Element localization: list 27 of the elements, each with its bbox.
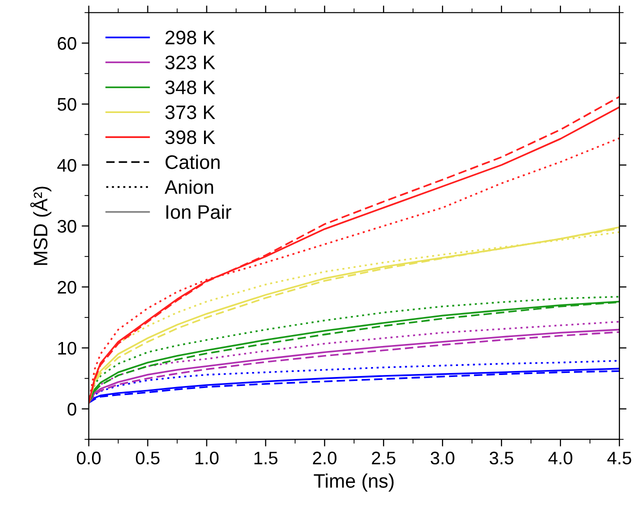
legend-label: Anion xyxy=(164,180,214,194)
y-tick-label: 0 xyxy=(68,402,76,416)
x-tick-label: 4.0 xyxy=(548,452,572,464)
y-tick-label: 30 xyxy=(58,220,76,233)
x-tick-label: 4.5 xyxy=(607,452,632,464)
x-tick-label: 0.0 xyxy=(76,452,101,464)
x-tick-label: 3.5 xyxy=(490,452,514,464)
x-tick-label: 2.0 xyxy=(312,452,336,464)
legend-label: 323 K xyxy=(165,56,216,70)
x-axis-title: Time (ns) xyxy=(314,474,394,492)
x-tick-label: 1.0 xyxy=(196,452,219,464)
x-tick-label: 0.5 xyxy=(136,452,160,464)
x-tick-label: 1.5 xyxy=(254,452,278,464)
legend-label: 373 K xyxy=(165,105,216,120)
legend-label: Ion Pair xyxy=(166,204,232,219)
y-tick-label: 60 xyxy=(58,37,76,50)
x-tick-label: 2.5 xyxy=(372,452,396,464)
legend-label: 348 K xyxy=(165,80,216,94)
x-tick-label: 3.0 xyxy=(430,452,454,464)
legend-label: 398 K xyxy=(165,130,216,144)
legend-label: 298 K xyxy=(166,30,216,44)
y-tick-label: 20 xyxy=(58,280,76,294)
y-tick-label: 40 xyxy=(57,158,76,172)
y-axis-title: MSD (Å²) xyxy=(30,186,52,265)
y-tick-label: 50 xyxy=(58,98,76,111)
y-tick-label: 10 xyxy=(58,342,76,355)
legend-label: Cation xyxy=(166,154,220,170)
